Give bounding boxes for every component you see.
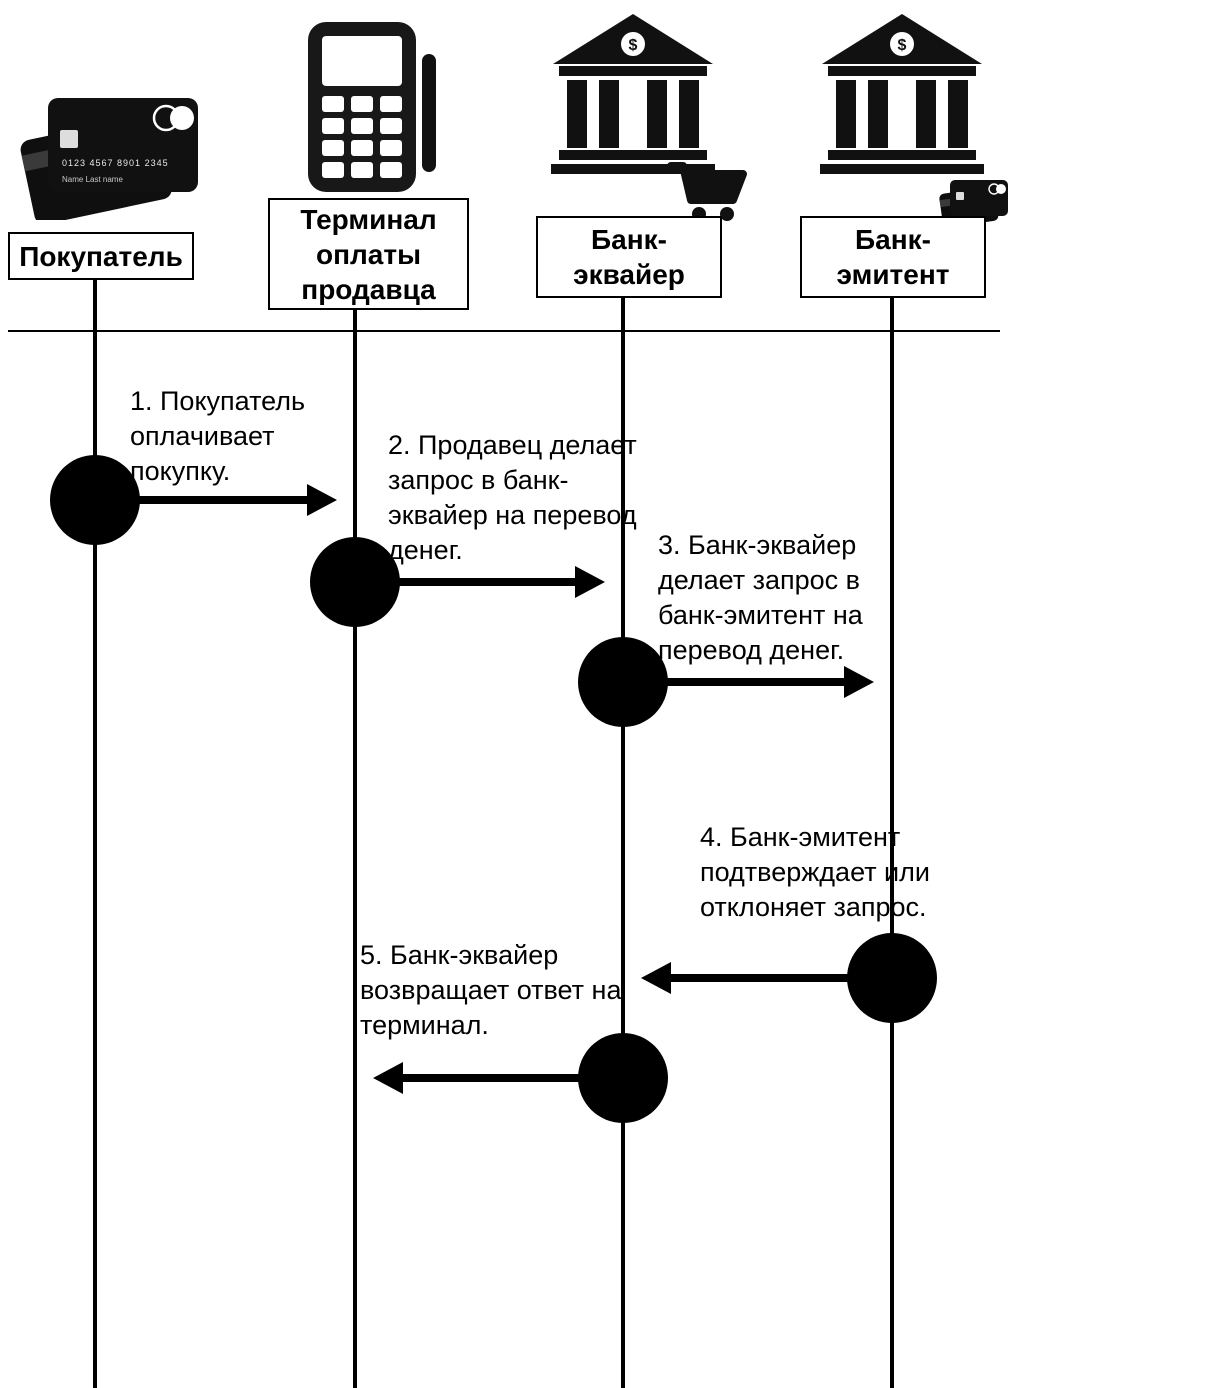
step-arrow-2 — [396, 578, 575, 586]
arrowhead-icon — [844, 666, 874, 698]
bank-acquiring-icon: $ — [541, 14, 751, 224]
step-node-1 — [50, 455, 140, 545]
step-node-2 — [310, 537, 400, 627]
step-node-4 — [847, 933, 937, 1023]
step-text-2: 2. Продавец делает запрос в банк-эквайер… — [388, 428, 638, 568]
step-text-4: 4. Банк-эмитент подтверждает или отклоня… — [700, 820, 960, 925]
actor-label-terminal: Терминал оплаты продавца — [268, 198, 469, 310]
step-arrow-1 — [136, 496, 307, 504]
lifeline-buyer — [93, 280, 97, 1388]
step-arrow-5 — [403, 1074, 582, 1082]
step-text-1: 1. Покупатель оплачивает покупку. — [130, 384, 360, 489]
credit-cards-icon: 0123 4567 8901 2345 Name Last name — [18, 60, 198, 220]
step-text-5: 5. Банк-эквайер возвращает ответ на терм… — [360, 938, 650, 1043]
sequence-diagram: 0123 4567 8901 2345 Name Last name — [0, 0, 1210, 1388]
actor-label-issuer: Банк-эмитент — [800, 216, 986, 298]
svg-text:Name Last name: Name Last name — [62, 175, 123, 184]
bank-issuing-icon: $ — [810, 14, 1020, 224]
svg-text:$: $ — [629, 37, 638, 54]
arrowhead-icon — [373, 1062, 403, 1094]
actor-label-buyer: Покупатель — [8, 232, 194, 280]
pos-terminal-icon — [298, 20, 448, 196]
step-node-5 — [578, 1033, 668, 1123]
arrowhead-icon — [307, 484, 337, 516]
actor-label-acquirer: Банк-эквайер — [536, 216, 722, 298]
arrowhead-icon — [575, 566, 605, 598]
step-arrow-4 — [671, 974, 851, 982]
svg-text:0123 4567 8901 2345: 0123 4567 8901 2345 — [62, 158, 169, 168]
svg-text:$: $ — [898, 37, 907, 54]
step-text-3: 3. Банк-эквайер делает запрос в банк-эми… — [658, 528, 918, 668]
step-node-3 — [578, 637, 668, 727]
top-baseline — [8, 330, 1000, 332]
step-arrow-3 — [664, 678, 844, 686]
